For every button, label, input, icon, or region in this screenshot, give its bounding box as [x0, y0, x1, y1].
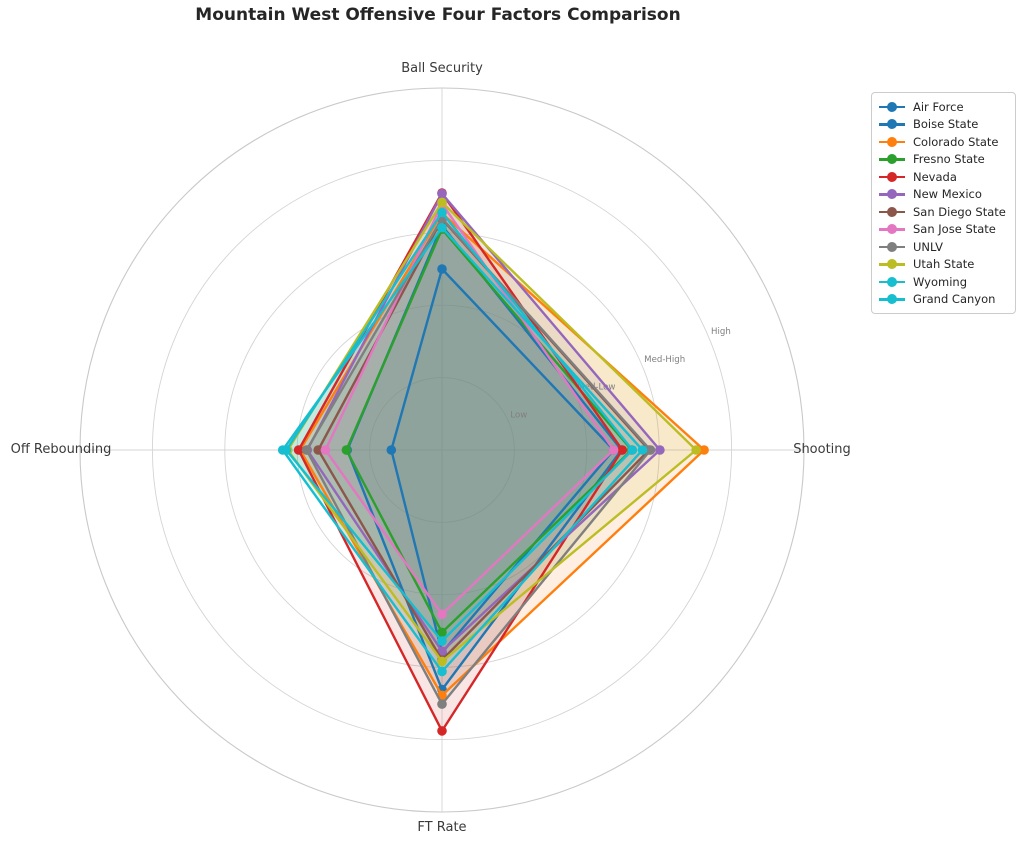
data-point-nevada-off-rebounding — [293, 445, 304, 455]
legend-dot-icon — [887, 206, 897, 217]
legend-line-marker-icon — [879, 259, 905, 270]
chart-title: Mountain West Offensive Four Factors Com… — [195, 5, 681, 25]
legend-label: Air Force — [913, 99, 964, 114]
legend-item-fresno-state: Fresno State — [879, 151, 1008, 169]
team-fill-grand-canyon — [282, 227, 643, 672]
legend-label: Boise State — [913, 117, 979, 132]
legend-item-unlv: UNLV — [879, 238, 1008, 256]
legend: Air Force Boise State Colorado State Fresno… — [871, 92, 1016, 314]
legend-item-san-diego-state: San Diego State — [879, 203, 1008, 221]
data-point-san-jose-state-ft-rate — [437, 609, 447, 620]
legend-dot-icon — [887, 154, 897, 165]
team-fill-fresno-state — [346, 229, 632, 633]
legend-dot-icon — [887, 101, 897, 112]
legend-line-marker-icon — [879, 276, 905, 287]
axis-label-off-rebounding: Off Rebounding — [11, 442, 112, 457]
data-point-wyoming-shooting — [627, 445, 638, 455]
legend-dot-icon — [887, 224, 897, 235]
legend-label: New Mexico — [913, 187, 982, 202]
data-point-nevada-shooting — [617, 445, 628, 455]
legend-dot-icon — [887, 259, 897, 270]
legend-label: San Diego State — [913, 204, 1006, 219]
legend-dot-icon — [887, 119, 897, 130]
data-point-air-force-off-rebounding — [386, 445, 397, 455]
legend-line-marker-icon — [879, 171, 905, 182]
data-point-san-jose-state-off-rebounding — [320, 445, 331, 455]
legend-line-marker-icon — [879, 101, 905, 112]
data-point-unlv-off-rebounding — [301, 445, 312, 455]
legend-dot-icon — [887, 276, 897, 287]
radial-tick-label: Med-High — [644, 355, 685, 365]
data-point-wyoming-ball-security — [437, 207, 447, 218]
legend-label: Grand Canyon — [913, 292, 996, 307]
legend-item-air-force: Air Force — [879, 98, 1008, 116]
data-point-grand-canyon-ft-rate — [437, 666, 447, 677]
axis-label-ball-security: Ball Security — [401, 61, 483, 76]
legend-line-marker-icon — [879, 189, 905, 200]
legend-item-colorado-state: Colorado State — [879, 133, 1008, 151]
legend-dot-icon — [887, 136, 897, 147]
legend-label: Fresno State — [913, 152, 985, 167]
legend-label: Colorado State — [913, 134, 999, 149]
data-point-utah-state-shooting — [691, 445, 701, 455]
legend-label: UNLV — [913, 239, 944, 254]
team-fill-boise-state — [347, 225, 622, 690]
legend-line-marker-icon — [879, 294, 905, 305]
data-point-san-jose-state-shooting — [608, 445, 619, 455]
data-point-new-mexico-ball-security — [437, 188, 447, 199]
team-fill-colorado-state — [300, 213, 705, 696]
legend-line-marker-icon — [879, 119, 905, 130]
data-point-grand-canyon-shooting — [637, 445, 648, 455]
legend-item-boise-state: Boise State — [879, 116, 1008, 134]
legend-item-san-jose-state: San Jose State — [879, 221, 1008, 239]
radial-tick-label: Low — [510, 410, 527, 420]
legend-dot-icon — [887, 241, 897, 252]
data-point-grand-canyon-ball-security — [437, 222, 447, 233]
legend-label: San Jose State — [913, 222, 996, 237]
data-point-fresno-state-ft-rate — [437, 627, 447, 638]
legend-label: Utah State — [913, 257, 975, 272]
team-fill-san-diego-state — [318, 219, 650, 660]
data-point-new-mexico-shooting — [655, 445, 665, 455]
legend-line-marker-icon — [879, 241, 905, 252]
data-point-unlv-ft-rate — [437, 699, 447, 709]
legend-dot-icon — [887, 171, 897, 182]
data-point-colorado-state-shooting — [699, 445, 709, 455]
legend-line-marker-icon — [879, 206, 905, 217]
data-point-nevada-ft-rate — [437, 726, 447, 736]
radial-tick-label: High — [711, 327, 731, 337]
legend-item-new-mexico: New Mexico — [879, 186, 1008, 204]
data-point-utah-state-ft-rate — [437, 656, 447, 667]
legend-label: Nevada — [913, 169, 957, 184]
legend-label: Wyoming — [913, 274, 967, 289]
data-point-san-diego-state-off-rebounding — [313, 445, 324, 455]
legend-dot-icon — [887, 189, 897, 200]
data-point-wyoming-ft-rate — [437, 636, 447, 646]
axis-label-shooting: Shooting — [793, 442, 851, 457]
legend-item-wyoming: Wyoming — [879, 273, 1008, 291]
radial-tick-label: Med-Low — [577, 383, 615, 393]
data-point-grand-canyon-off-rebounding — [277, 445, 288, 455]
legend-item-utah-state: Utah State — [879, 256, 1008, 274]
legend-item-nevada: Nevada — [879, 168, 1008, 186]
data-point-fresno-state-off-rebounding — [341, 445, 352, 455]
data-point-unlv-shooting — [645, 445, 656, 455]
axis-label-ft-rate: FT Rate — [417, 820, 466, 835]
team-fill-san-jose-state — [325, 203, 614, 615]
legend-line-marker-icon — [879, 136, 905, 147]
legend-line-marker-icon — [879, 224, 905, 235]
legend-dot-icon — [887, 294, 897, 305]
legend-line-marker-icon — [879, 154, 905, 165]
team-fill-air-force — [391, 269, 614, 653]
legend-item-grand-canyon: Grand Canyon — [879, 291, 1008, 309]
data-point-air-force-ball-security — [437, 264, 447, 274]
data-point-utah-state-ball-security — [437, 197, 447, 208]
